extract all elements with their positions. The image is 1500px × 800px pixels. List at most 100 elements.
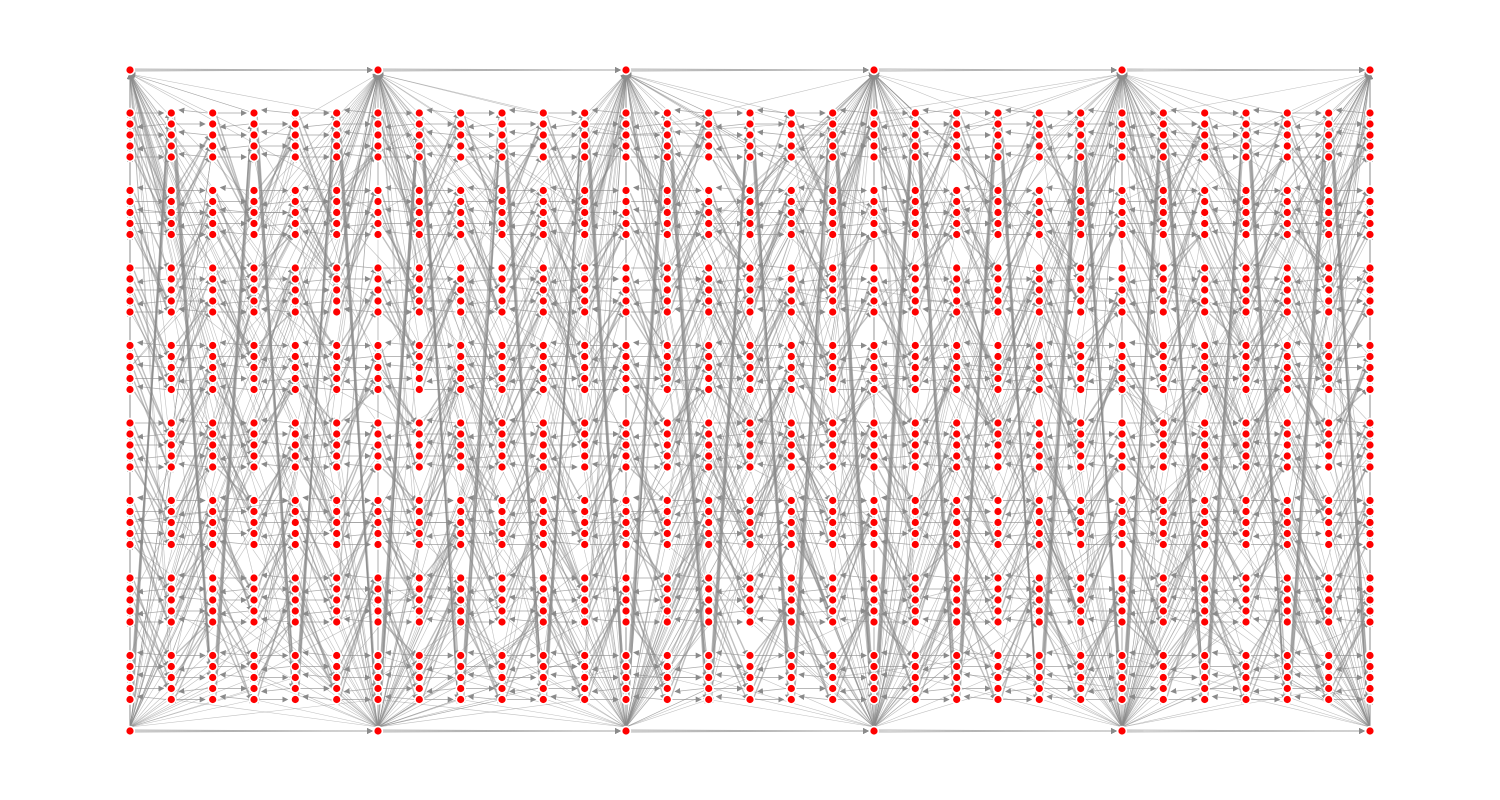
graph-node — [126, 463, 135, 472]
hub-node-top — [1366, 66, 1375, 75]
graph-node — [663, 441, 672, 450]
graph-node — [1200, 662, 1209, 671]
graph-node — [870, 363, 879, 372]
graph-node — [1242, 120, 1251, 129]
graph-node — [952, 120, 961, 129]
graph-node — [580, 186, 589, 195]
graph-node — [332, 585, 341, 594]
graph-node — [911, 540, 920, 549]
graph-node — [415, 695, 424, 704]
graph-node — [1283, 662, 1292, 671]
graph-node — [415, 120, 424, 129]
graph-node — [663, 695, 672, 704]
graph-node — [498, 297, 507, 306]
graph-node — [1283, 596, 1292, 605]
graph-node — [415, 529, 424, 538]
graph-node — [374, 308, 383, 317]
graph-node — [1242, 275, 1251, 284]
graph-node — [663, 197, 672, 206]
graph-node — [1242, 518, 1251, 527]
graph-node — [332, 363, 341, 372]
graph-node — [1324, 385, 1333, 394]
graph-node — [208, 463, 217, 472]
graph-node — [704, 507, 713, 516]
graph-node — [1159, 153, 1168, 162]
graph-node — [1118, 662, 1127, 671]
graph-node — [952, 585, 961, 594]
graph-node — [1076, 673, 1085, 682]
graph-node — [580, 352, 589, 361]
graph-node — [911, 585, 920, 594]
graph-node — [374, 230, 383, 239]
graph-node — [167, 286, 176, 295]
graph-node — [746, 275, 755, 284]
graph-node — [332, 463, 341, 472]
graph-node — [580, 452, 589, 461]
graph-node — [167, 529, 176, 538]
graph-node — [1200, 618, 1209, 627]
graph-node — [746, 529, 755, 538]
graph-node — [332, 496, 341, 505]
graph-node — [1118, 208, 1127, 217]
graph-node — [498, 109, 507, 118]
graph-node — [704, 341, 713, 350]
graph-node — [994, 695, 1003, 704]
graph-node — [456, 496, 465, 505]
graph-node — [704, 662, 713, 671]
graph-node — [415, 374, 424, 383]
graph-node — [870, 419, 879, 428]
graph-node — [208, 186, 217, 195]
graph-node — [994, 219, 1003, 228]
graph-node — [1324, 529, 1333, 538]
graph-node — [1118, 297, 1127, 306]
graph-node — [580, 286, 589, 295]
graph-node — [952, 142, 961, 151]
graph-node — [332, 518, 341, 527]
graph-node — [870, 308, 879, 317]
graph-node — [828, 540, 837, 549]
graph-node — [1242, 186, 1251, 195]
graph-node — [1366, 385, 1375, 394]
graph-node — [580, 131, 589, 140]
graph-node — [1076, 419, 1085, 428]
graph-node — [456, 651, 465, 660]
graph-node — [208, 142, 217, 151]
graph-node — [1076, 374, 1085, 383]
graph-node — [539, 308, 548, 317]
graph-node — [1118, 363, 1127, 372]
graph-node — [622, 308, 631, 317]
graph-node — [1324, 297, 1333, 306]
graph-node — [952, 441, 961, 450]
graph-node — [663, 374, 672, 383]
graph-node — [498, 275, 507, 284]
graph-node — [1366, 297, 1375, 306]
graph-node — [332, 507, 341, 516]
graph-node — [208, 208, 217, 217]
graph-node — [1283, 186, 1292, 195]
graph-node — [1283, 618, 1292, 627]
graph-node — [208, 662, 217, 671]
graph-node — [622, 596, 631, 605]
graph-node — [1159, 109, 1168, 118]
graph-node — [250, 441, 259, 450]
graph-node — [126, 186, 135, 195]
graph-node — [1242, 463, 1251, 472]
graph-node — [1200, 352, 1209, 361]
graph-node — [870, 651, 879, 660]
graph-node — [374, 574, 383, 583]
graph-node — [167, 142, 176, 151]
graph-node — [994, 540, 1003, 549]
graph-node — [1200, 496, 1209, 505]
graph-node — [498, 540, 507, 549]
graph-node — [1242, 297, 1251, 306]
graph-node — [911, 662, 920, 671]
graph-node — [332, 684, 341, 693]
graph-node — [911, 695, 920, 704]
graph-node — [1076, 452, 1085, 461]
graph-node — [539, 607, 548, 616]
graph-node — [911, 596, 920, 605]
graph-node — [828, 441, 837, 450]
graph-node — [704, 308, 713, 317]
graph-node — [1035, 651, 1044, 660]
graph-node — [1076, 385, 1085, 394]
